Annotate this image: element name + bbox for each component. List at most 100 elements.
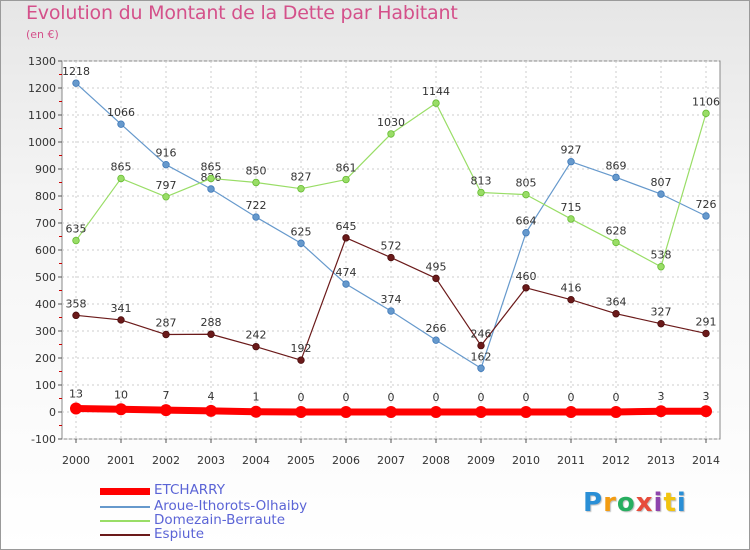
data-label: 266: [426, 322, 447, 335]
data-point: [432, 274, 440, 283]
logo-letter: i: [653, 488, 664, 518]
y-tick-label: 500: [35, 271, 56, 284]
x-tick-label: 2005: [287, 454, 315, 467]
data-label: 850: [246, 165, 267, 178]
x-tick-label: 2002: [152, 454, 180, 467]
data-point: [612, 310, 620, 318]
data-label: 0: [613, 391, 620, 404]
data-point: [430, 406, 442, 418]
x-tick-label: 2009: [467, 454, 495, 467]
y-tick-label: 100: [35, 379, 56, 392]
data-label: 572: [381, 240, 402, 253]
data-label: 625: [291, 225, 312, 238]
legend-swatch: [100, 506, 150, 508]
data-point: [70, 402, 82, 415]
data-point: [252, 213, 260, 221]
data-label: 495: [426, 260, 447, 273]
legend-swatch: [100, 534, 150, 536]
data-label: 807: [651, 176, 672, 189]
data-point: [567, 158, 575, 166]
legend-swatch: [100, 520, 150, 522]
data-label: 0: [433, 391, 440, 404]
data-point: [387, 307, 395, 315]
y-tick-label: 1200: [28, 82, 56, 95]
data-label: 927: [561, 144, 582, 157]
x-tick-label: 2010: [512, 454, 540, 467]
data-label: 0: [343, 391, 350, 404]
data-point: [387, 130, 395, 138]
data-label: 288: [201, 316, 222, 329]
data-point: [342, 234, 350, 242]
data-point: [700, 405, 712, 418]
data-label: 1144: [422, 85, 450, 98]
data-label: 538: [651, 249, 672, 262]
data-label: 192: [291, 342, 312, 355]
data-point: [385, 406, 397, 418]
data-point: [655, 405, 667, 418]
data-label: 287: [156, 317, 177, 330]
data-point: [72, 79, 80, 87]
data-point: [657, 263, 665, 271]
data-point: [387, 253, 395, 262]
y-tick-label: 400: [35, 298, 56, 311]
x-tick-label: 2007: [377, 454, 405, 467]
proxiti-logo: Proxiti: [583, 488, 687, 518]
x-tick-label: 2004: [242, 454, 270, 467]
y-tick-label: -100: [31, 433, 56, 446]
legend-label: Aroue-Ithorots-Olhaiby: [154, 498, 308, 514]
data-label: 861: [336, 162, 357, 175]
data-point: [477, 341, 485, 350]
data-point: [432, 336, 440, 344]
data-point: [565, 406, 577, 418]
data-label: 3: [703, 390, 710, 403]
legend-label: ETCHARRY: [154, 482, 225, 498]
chart-subtitle: (en €): [26, 28, 59, 41]
data-point: [162, 193, 170, 201]
data-point: [657, 190, 665, 198]
data-point: [250, 405, 262, 418]
data-label: 3: [658, 390, 665, 403]
x-tick-label: 2011: [557, 454, 585, 467]
data-label: 865: [111, 160, 132, 173]
data-point: [520, 406, 532, 418]
x-tick-label: 2003: [197, 454, 225, 467]
data-point: [702, 329, 710, 338]
data-label: 162: [471, 350, 492, 363]
legend-swatch: [100, 488, 150, 495]
data-point: [657, 320, 665, 328]
data-label: 0: [523, 391, 530, 404]
x-tick-label: 2006: [332, 454, 360, 467]
data-label: 327: [651, 306, 672, 319]
y-tick-label: 700: [35, 217, 56, 230]
data-label: 10: [114, 388, 128, 401]
data-label: 246: [471, 328, 492, 341]
data-label: 628: [606, 224, 627, 237]
data-point: [297, 356, 305, 364]
data-point: [567, 295, 575, 304]
x-tick-label: 2000: [62, 454, 90, 467]
data-point: [340, 406, 352, 418]
data-label: 726: [696, 198, 717, 211]
data-point: [610, 406, 622, 418]
data-point: [162, 330, 170, 339]
data-label: 460: [516, 270, 537, 283]
logo-letter: t: [663, 488, 677, 518]
data-label: 1066: [107, 106, 135, 119]
logo-letter: x: [635, 488, 654, 518]
legend-label: Domezain-Berraute: [154, 512, 286, 528]
data-point: [205, 404, 217, 417]
data-point: [207, 174, 215, 183]
data-point: [522, 229, 530, 237]
data-point: [702, 212, 710, 220]
logo-letter: r: [603, 488, 617, 518]
data-label: 13: [69, 387, 83, 400]
data-point: [702, 109, 710, 118]
data-label: 291: [696, 315, 717, 328]
data-point: [342, 175, 350, 184]
data-point: [72, 311, 80, 320]
x-tick-label: 2013: [647, 454, 675, 467]
data-label: 869: [606, 159, 627, 172]
logo-letter: i: [676, 488, 687, 518]
data-point: [160, 404, 172, 417]
